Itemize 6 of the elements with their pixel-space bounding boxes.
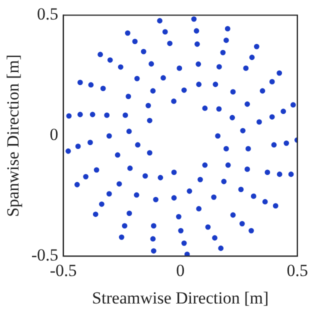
y-tick-label: 0.5	[37, 4, 58, 24]
y-axis-title: Spanwise Direction [m]	[4, 54, 23, 217]
x-tick-label: 0	[176, 260, 185, 280]
x-axis-title: Streamwise Direction [m]	[92, 288, 269, 308]
y-tick-label: 0	[50, 125, 58, 144]
x-tick-label: 0.5	[286, 260, 308, 280]
